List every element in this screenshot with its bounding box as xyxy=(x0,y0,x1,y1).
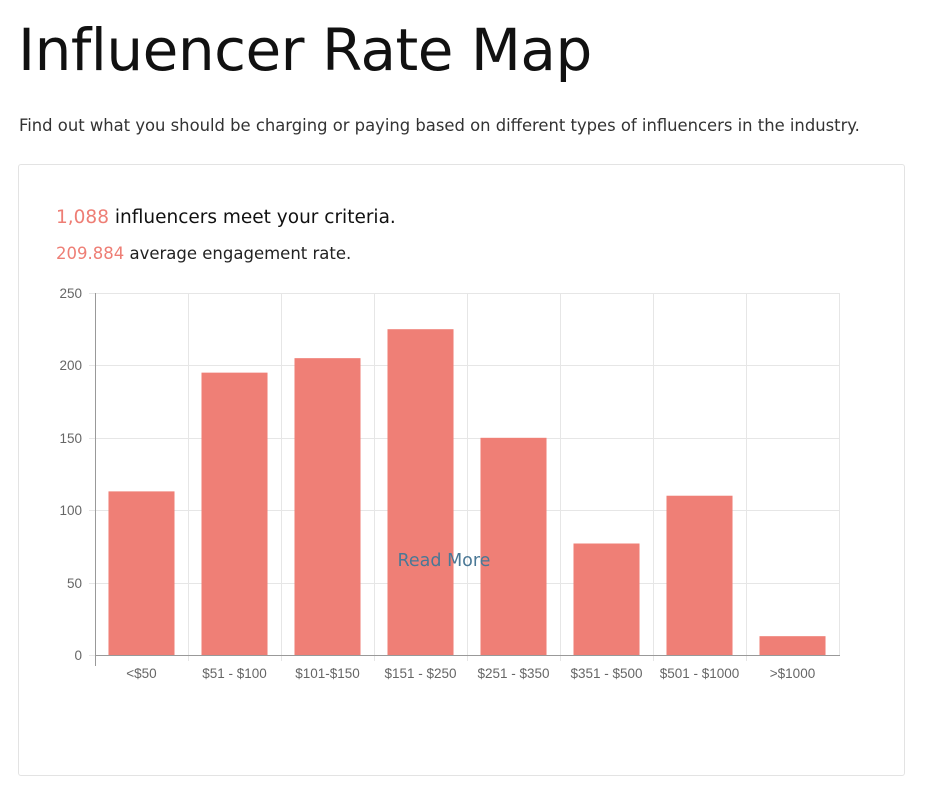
rate-map-card: 1,088 influencers meet your criteria. 20… xyxy=(18,164,905,776)
influencer-count-summary: 1,088 influencers meet your criteria. xyxy=(56,205,396,231)
engagement-rate-value: 209.884 xyxy=(56,244,125,263)
engagement-rate-summary: 209.884 average engagement rate. xyxy=(56,242,351,266)
read-more-link[interactable]: Read More xyxy=(397,551,491,571)
influencer-count-label: influencers meet your criteria. xyxy=(108,207,396,228)
influencer-count: 1,088 xyxy=(56,207,109,228)
page-title: Influencer Rate Map xyxy=(18,16,592,84)
page-subtitle: Find out what you should be charging or … xyxy=(19,116,860,135)
engagement-rate-label: average engagement rate. xyxy=(124,244,352,263)
